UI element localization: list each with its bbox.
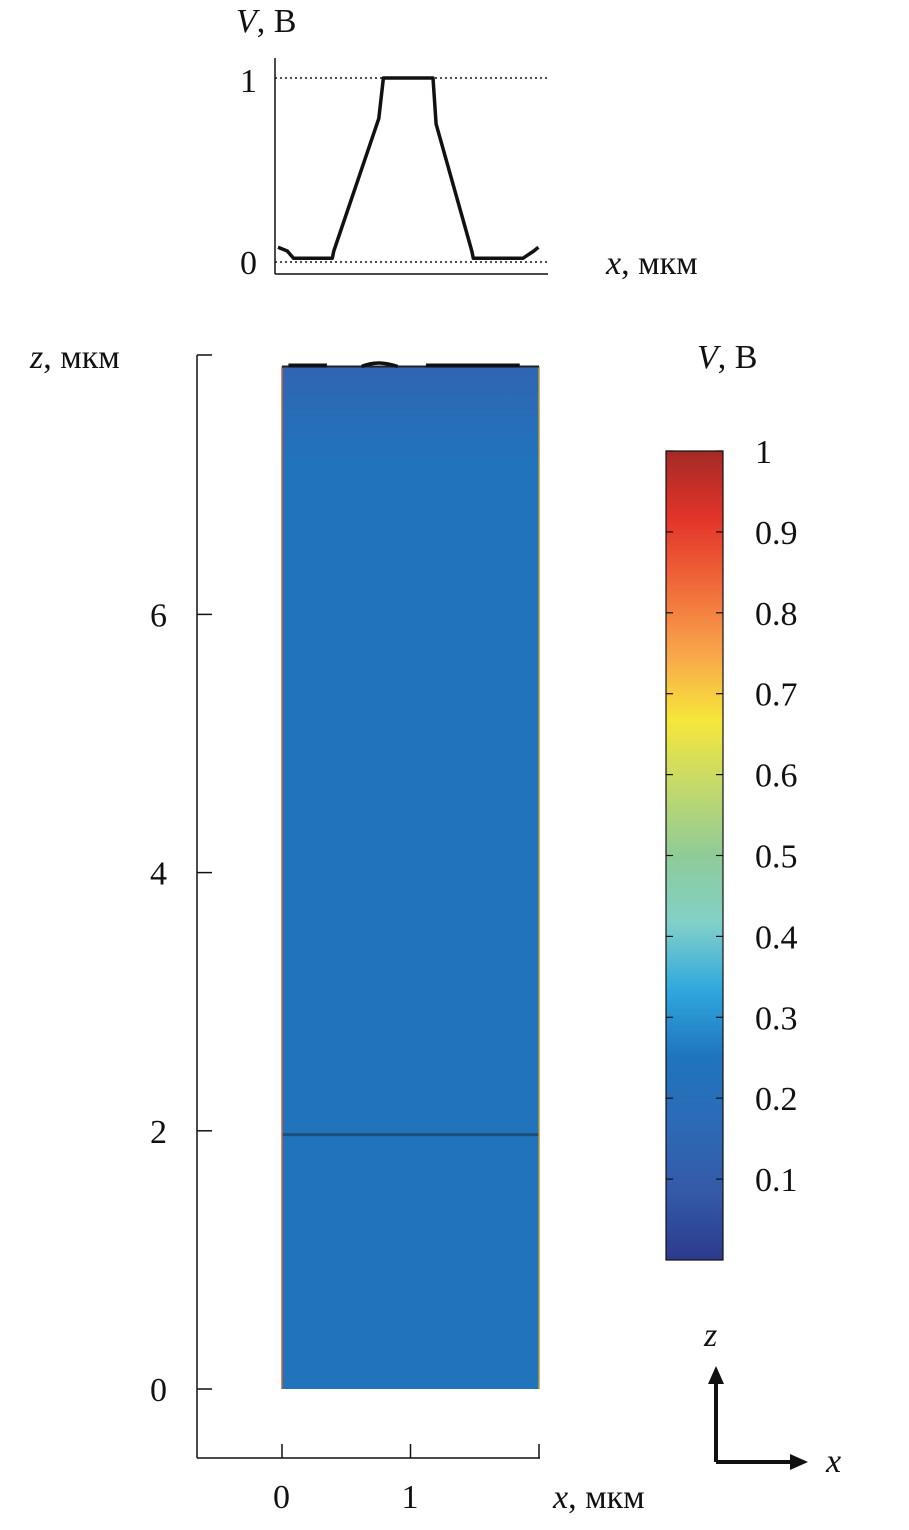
colorbar-label: V, В	[697, 339, 757, 376]
profile-line	[277, 76, 540, 261]
heatmap-xtick-label: 0	[273, 1479, 290, 1516]
colorbar-tick-label: 0.5	[755, 839, 798, 876]
colorbar-tick-label: 1	[755, 434, 772, 471]
colorbar-tick-label: 0.4	[755, 919, 798, 956]
axes-orientation-icon: z x	[703, 1317, 841, 1480]
profile-ytick-1: 1	[240, 63, 257, 100]
colorbar: V, В 1 0.9 0.8 0.7 0.6 0.5 0.4 0.3 0.2 0.1	[665, 339, 798, 1261]
center-electrode	[360, 361, 399, 369]
heatmap-ytick-label: 0	[150, 1372, 167, 1409]
profile-ytick-0: 0	[240, 245, 257, 282]
heatmap-xlabel: x, мкм	[552, 1479, 645, 1516]
heatmap-plot: 0 2 4 6 0 1 z, мкм x, мкм	[29, 339, 645, 1516]
icon-x-label: x	[825, 1443, 841, 1480]
colorbar-tick-label: 0.9	[755, 515, 798, 552]
profile-plot: 1 0 V, В x, мкм	[236, 3, 698, 282]
colorbar-gradient	[665, 450, 724, 1261]
heatmap-ytick-label: 4	[150, 856, 167, 893]
icon-z-label: z	[703, 1317, 717, 1354]
x-arrowhead	[790, 1454, 808, 1470]
heatmap-ylabel: z, мкм	[29, 339, 120, 376]
heatmap-xtick-label: 1	[402, 1479, 419, 1516]
profile-xlabel: x, мкм	[605, 245, 698, 282]
z-arrowhead	[708, 1366, 724, 1384]
colorbar-tick-label: 0.3	[755, 1000, 798, 1037]
colorbar-tick-label: 0.6	[755, 758, 798, 795]
colorbar-tick-label: 0.1	[755, 1162, 798, 1199]
potential-field	[282, 366, 539, 1389]
heatmap-ytick-label: 2	[150, 1114, 167, 1151]
colorbar-tick-label: 0.2	[755, 1081, 798, 1118]
profile-ylabel: V, В	[236, 3, 296, 40]
potential-hotspot	[316, 366, 441, 429]
bulk-region	[282, 366, 539, 1389]
heatmap-ytick-label: 6	[150, 597, 167, 634]
colorbar-tick-label: 0.7	[755, 677, 798, 714]
colorbar-tick-label: 0.8	[755, 596, 798, 633]
